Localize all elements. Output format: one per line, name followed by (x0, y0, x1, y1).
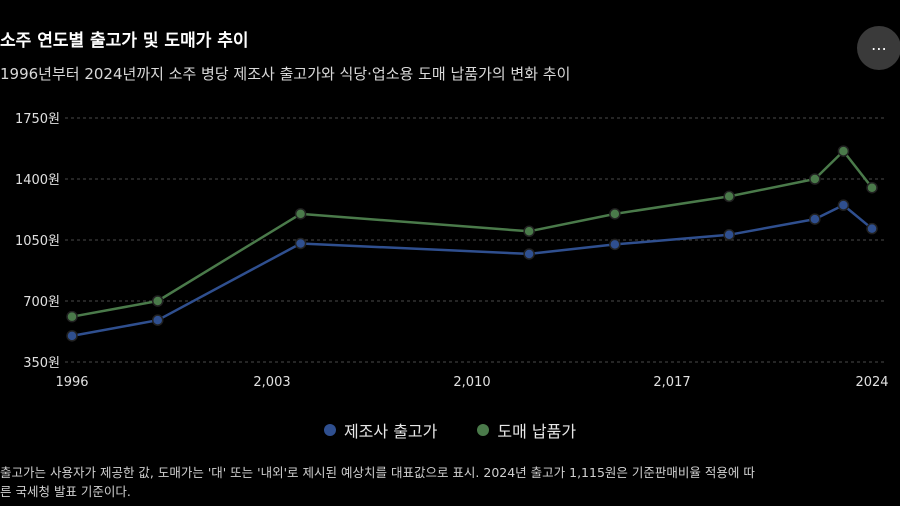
data-point[interactable] (66, 330, 78, 342)
data-point[interactable] (723, 229, 735, 241)
data-point[interactable] (66, 310, 78, 323)
data-point[interactable] (723, 190, 735, 203)
legend-marker-wholesale (477, 424, 490, 436)
data-point[interactable] (294, 208, 307, 220)
footnote: 출고가는 사용자가 제공한 값, 도매가는 '대' 또는 '내외'로 제시된 예… (0, 463, 900, 501)
data-point[interactable] (837, 145, 850, 157)
y-tick-label: 350원 (23, 356, 60, 371)
data-point[interactable] (866, 222, 878, 235)
legend: 제조사 출고가 도매 납품가 (0, 418, 900, 442)
legend-item-manufacturer[interactable]: 제조사 출고가 (323, 418, 438, 442)
series-line-1 (71, 149, 873, 318)
footnote-line-2: 른 국세청 발표 기준이다. (0, 484, 131, 499)
x-tick-label: 2,010 (453, 375, 490, 390)
y-tick-label: 1750원 (15, 112, 60, 127)
y-tick-label: 1050원 (15, 234, 60, 249)
data-point[interactable] (809, 213, 821, 225)
data-point[interactable] (837, 199, 850, 211)
chart-title: 소주 연도별 출고가 및 도매가 추이 (0, 31, 249, 51)
series-line-0 (71, 203, 873, 338)
data-point[interactable] (609, 208, 621, 220)
y-tick-label: 700원 (23, 295, 60, 310)
legend-label-wholesale: 도매 납품가 (497, 422, 577, 441)
data-point[interactable] (809, 173, 821, 185)
chart-subtitle: 1996년부터 2024년까지 소주 병당 제조사 출고가와 식당·업소용 도매… (0, 65, 571, 83)
footnote-line-1: 출고가는 사용자가 제공한 값, 도매가는 '대' 또는 '내외'로 제시된 예… (0, 465, 755, 480)
legend-item-wholesale[interactable]: 도매 납품가 (477, 418, 576, 442)
y-tick-label: 1400원 (15, 173, 60, 188)
x-tick-label: 2,017 (653, 375, 690, 390)
line-chart: 350원 700원 1050원 1400원 1750원 1996 2,003 2,010 2,0… (15, 112, 889, 390)
x-tick-label: 1996 (55, 375, 88, 390)
data-point[interactable] (294, 237, 307, 250)
x-tick-label: 2024 (855, 375, 888, 390)
data-point[interactable] (151, 295, 164, 307)
data-point[interactable] (523, 225, 535, 238)
data-point[interactable] (609, 238, 621, 251)
legend-label-manufacturer: 제조사 출고가 (343, 422, 438, 441)
legend-marker-manufacturer (323, 424, 336, 436)
data-point[interactable] (866, 181, 878, 194)
data-point[interactable] (151, 314, 164, 326)
x-tick-label: 2,003 (253, 375, 290, 390)
data-point[interactable] (523, 248, 535, 260)
more-options-button[interactable]: ⋯ (857, 26, 900, 70)
